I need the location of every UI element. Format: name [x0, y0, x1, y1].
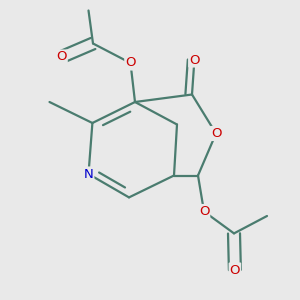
Text: O: O: [230, 263, 240, 277]
Text: O: O: [199, 205, 209, 218]
Text: O: O: [211, 127, 221, 140]
Text: N: N: [84, 167, 93, 181]
Text: O: O: [56, 50, 67, 64]
Text: O: O: [125, 56, 136, 70]
Text: O: O: [189, 53, 200, 67]
